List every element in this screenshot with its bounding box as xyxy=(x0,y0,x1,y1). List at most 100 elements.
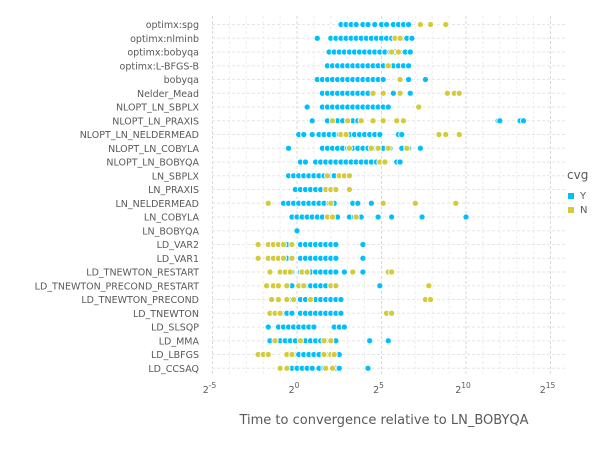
point-n-ln-sbplx xyxy=(323,172,331,180)
category-label-ln-neldermead: LN_NELDERMEAD xyxy=(116,199,199,210)
point-n-ld-tnewton-precond-restart xyxy=(332,282,340,290)
point-n-ld-tnewton xyxy=(388,309,396,317)
x-tick-label: 210 xyxy=(455,381,471,396)
point-y-bobyqa xyxy=(379,75,387,84)
category-label-optimx-bobyqa: optimx:bobyqa xyxy=(127,48,199,59)
point-n-bobyqa xyxy=(396,75,404,84)
point-n-nlopt-ln-neldermead xyxy=(455,130,463,139)
point-n-ld-ccsaq xyxy=(283,364,291,372)
point-y-ld-ccsaq xyxy=(335,364,343,372)
category-label-ld-lbfgs: LD_LBFGS xyxy=(151,350,199,361)
category-label-nelder-mead: Nelder_Mead xyxy=(137,89,199,100)
point-y-ld-var1 xyxy=(332,254,340,262)
category-label-nlopt-ln-cobyla: NLOPT_LN_COBYLA xyxy=(108,144,199,155)
point-n-optimx-bobyqa xyxy=(394,48,402,56)
point-y-ld-tnewton xyxy=(337,309,345,317)
point-n-nlopt-ln-neldermead xyxy=(342,130,350,139)
point-y-ld-slsqp xyxy=(310,323,318,331)
point-n-optimx-l-bfgs-b xyxy=(384,62,392,70)
point-n-nlopt-ln-cobyla xyxy=(374,144,382,152)
point-y-nlopt-ln-cobyla xyxy=(284,144,293,152)
point-y-ld-ccsaq xyxy=(364,364,372,372)
point-y-ld-tnewton-restart xyxy=(340,268,348,276)
point-n-optimx-spg xyxy=(442,20,450,29)
point-n-optimx-nlminb xyxy=(396,34,404,42)
legend-label-n: N xyxy=(580,205,587,216)
point-n-ld-lbfgs xyxy=(264,350,272,359)
legend-swatch-n xyxy=(568,207,574,213)
point-n-ln-neldermead xyxy=(379,199,387,207)
category-labels: optimx:spg optimx:nlminb optimx:bobyqa opti… xyxy=(35,20,200,375)
point-y-nlopt-ln-sbplx xyxy=(384,103,392,111)
point-n-ld-tnewton-restart xyxy=(303,268,311,276)
point-y-ln-cobyla xyxy=(388,213,396,221)
x-tick-labels: 2-5 20 25 210 215 xyxy=(203,381,556,396)
point-n-nlopt-ln-bobyqa xyxy=(381,158,389,166)
point-n-ld-tnewton-restart xyxy=(286,268,294,276)
point-n-ld-lbfgs xyxy=(288,350,296,359)
point-y-nlopt-ln-sbplx xyxy=(303,103,311,111)
point-n-nlopt-ln-praxis xyxy=(393,117,401,125)
category-label-ln-bobyqa: LN_BOBYQA xyxy=(142,226,199,237)
category-label-nlopt-ln-bobyqa: NLOPT_LN_BOBYQA xyxy=(106,158,199,169)
legend-swatch-y xyxy=(568,193,574,199)
point-n-ld-mma xyxy=(296,337,304,345)
category-label-optimx-l-bfgs-b: optimx:L-BFGS-B xyxy=(120,61,199,72)
point-y-ld-mma xyxy=(384,337,392,345)
point-y-ld-var2 xyxy=(359,240,367,249)
point-y-ln-cobyla xyxy=(418,213,426,221)
point-n-nlopt-ln-praxis xyxy=(357,117,365,125)
category-label-ln-sbplx: LN_SBPLX xyxy=(152,171,200,182)
x-tick-label: 2-5 xyxy=(203,381,217,396)
point-n-nlopt-ln-praxis xyxy=(379,117,387,125)
point-n-ld-var2 xyxy=(288,240,296,249)
point-n-ld-tnewton-precond xyxy=(274,295,282,304)
point-y-ld-slsqp xyxy=(340,323,348,331)
x-axis-label: Time to convergence relative to LN_BOBYQ… xyxy=(238,413,528,428)
point-n-nlopt-ln-cobyla xyxy=(367,144,375,152)
x-tick-label: 215 xyxy=(540,381,556,396)
category-label-ld-tnewton-precond: LD_TNEWTON_PRECOND xyxy=(81,295,199,306)
point-n-nlopt-ln-neldermead xyxy=(442,130,450,139)
point-n-ln-neldermead xyxy=(327,199,335,207)
point-y-optimx-bobyqa xyxy=(406,48,414,56)
point-y-optimx-spg xyxy=(383,20,391,29)
point-n-ln-praxis xyxy=(345,185,353,194)
point-n-ld-tnewton-restart xyxy=(266,268,274,276)
point-n-ld-tnewton-precond-restart xyxy=(263,282,271,290)
category-label-ld-tnewton-precond-restart: LD_TNEWTON_PRECOND_RESTART xyxy=(35,281,200,292)
point-n-ld-tnewton-restart xyxy=(349,268,357,276)
point-y-nlopt-ln-praxis xyxy=(308,117,316,125)
point-y-optimx-spg xyxy=(352,20,360,29)
point-n-ld-mma xyxy=(271,337,279,345)
point-y-ld-var2 xyxy=(332,240,340,249)
point-y-nlopt-ln-praxis xyxy=(519,117,528,125)
point-y-optimx-spg xyxy=(364,20,372,29)
point-y-nlopt-ln-praxis xyxy=(496,117,504,125)
point-n-ld-ccsaq xyxy=(328,364,337,372)
point-n-ld-var1 xyxy=(254,254,262,262)
category-label-ld-var1: LD_VAR1 xyxy=(157,254,199,265)
point-n-ld-ccsaq xyxy=(322,364,330,372)
point-y-nelder-mead xyxy=(389,89,397,97)
point-n-ld-tnewton-precond-restart xyxy=(425,282,433,290)
point-n-ld-var2 xyxy=(279,240,288,249)
point-n-ld-tnewton-precond xyxy=(283,295,291,304)
point-n-ln-cobyla xyxy=(352,213,360,221)
category-label-ld-ccsaq: LD_CCSAQ xyxy=(148,364,199,375)
point-y-bobyqa xyxy=(404,75,413,84)
point-n-ld-tnewton-precond xyxy=(306,295,315,304)
point-n-ld-ccsaq xyxy=(276,364,284,372)
category-label-ln-cobyla: LN_COBYLA xyxy=(144,213,200,224)
point-n-ld-mma xyxy=(320,337,328,345)
point-y-ld-var1 xyxy=(359,254,367,262)
category-label-ld-tnewton: LD_TNEWTON xyxy=(133,309,199,320)
category-label-nlopt-ln-neldermead: NLOPT_LN_NELDERMEAD xyxy=(80,130,199,141)
category-label-ld-slsqp: LD_SLSQP xyxy=(151,323,199,334)
point-y-bobyqa xyxy=(421,75,429,84)
category-label-ln-praxis: LN_PRAXIS xyxy=(148,185,199,196)
category-label-ld-mma: LD_MMA xyxy=(159,336,200,347)
category-label-optimx-nlminb: optimx:nlminb xyxy=(130,34,199,45)
point-n-optimx-spg xyxy=(426,20,435,29)
point-y-ln-neldermead xyxy=(354,199,362,207)
